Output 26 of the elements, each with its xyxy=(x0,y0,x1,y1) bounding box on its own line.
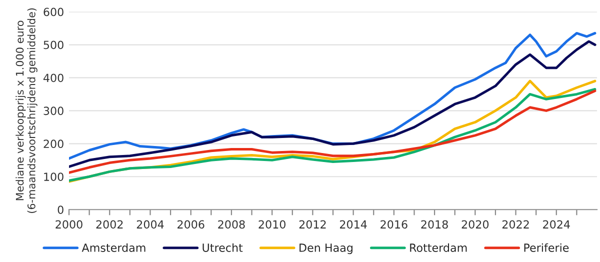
x-tick-label: 2010 xyxy=(258,220,286,229)
x-tick-label: 2000 xyxy=(56,220,82,229)
x-tick-label: 2020 xyxy=(462,220,489,229)
x-tick-label: 2012 xyxy=(299,220,326,229)
legend-label: Amsterdam xyxy=(82,243,146,252)
x-tick-label: 2008 xyxy=(218,220,245,229)
y-tick-label: 200 xyxy=(44,140,64,148)
y-tick-label: 100 xyxy=(44,172,64,182)
x-tick-label: 2002 xyxy=(96,220,123,229)
y-tick-label: 400 xyxy=(43,74,64,82)
y-tick-label: 600 xyxy=(44,8,64,16)
y-tick-label: 300 xyxy=(44,106,64,116)
legend-label: Utrecht xyxy=(202,243,243,252)
x-tick-label: 2006 xyxy=(178,220,204,229)
x-tick-label: 2022 xyxy=(502,220,529,229)
x-tick-label: 2004 xyxy=(136,220,164,229)
legend-label: Rotterdam xyxy=(410,243,467,252)
legend-label: Den Haag xyxy=(300,244,352,254)
legend-label: Periferie xyxy=(524,243,569,252)
y-axis-title: Mediane verkoopprijs x 1.000 euro (6-maandsvoortschrijdend gemiddelde) xyxy=(16,8,38,213)
x-tick-label: 2014 xyxy=(340,220,367,229)
y-tick-label: 0 xyxy=(58,206,64,214)
x-tick-label: 2018 xyxy=(421,220,448,229)
y-tick-label: 500 xyxy=(44,40,64,50)
x-tick-label: 2016 xyxy=(380,220,408,229)
x-tick-label: 2024 xyxy=(543,220,570,229)
